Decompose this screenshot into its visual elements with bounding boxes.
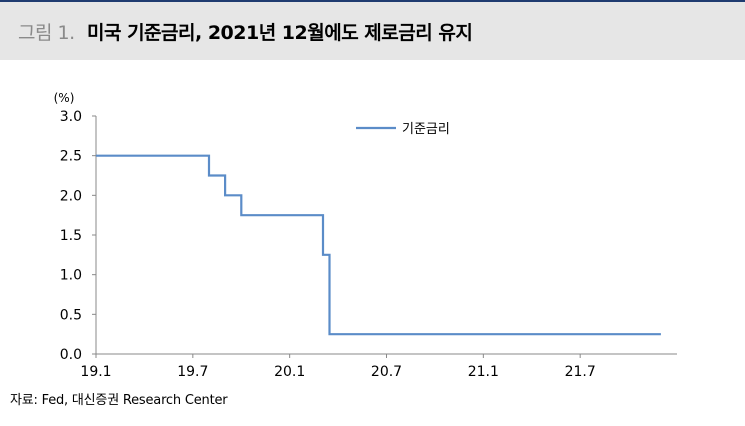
y-tick-label: 1.5 — [60, 228, 82, 244]
rate-chart: 0.0 0.5 1.0 1.5 2.0 2.5 3.0 (%) 19.1 19.7 20.1 20.7… — [54, 91, 677, 380]
y-tick-label: 0.5 — [60, 307, 82, 323]
legend-label: 기준금리 — [402, 122, 450, 137]
x-tick-label: 19.1 — [80, 364, 111, 380]
series-line-0 — [96, 154, 661, 336]
y-tick-label: 3.0 — [60, 109, 82, 125]
y-tick-label: 1.0 — [60, 268, 82, 284]
x-tick-label: 19.7 — [177, 364, 208, 380]
source-note: 자료: Fed, 대신증권 Research Center — [10, 393, 228, 408]
chart-axes: 0.0 0.5 1.0 1.5 2.0 2.5 3.0 (%) 19.1 19.7 20.1 20.7… — [54, 91, 677, 380]
y-tick-label: 2.0 — [60, 188, 82, 204]
x-tick-label: 20.7 — [371, 364, 402, 380]
figure-header: 그림 1. 미국 기준금리, 2021년 12월에도 제로금리 유지 — [0, 0, 745, 60]
y-tick-label: 0.0 — [60, 347, 82, 363]
y-tick-label: 2.5 — [60, 149, 82, 165]
chart-area: 0.0 0.5 1.0 1.5 2.0 2.5 3.0 (%) 19.1 19.7 20.1 20.7… — [0, 60, 745, 389]
y-axis-label: (%) — [54, 91, 75, 105]
x-tick-label: 21.7 — [565, 364, 596, 380]
chart-plot — [96, 154, 661, 336]
x-tick-label: 20.1 — [274, 364, 305, 380]
chart-legend: 기준금리 — [356, 122, 450, 137]
x-tick-label: 21.1 — [468, 364, 499, 380]
figure-number: 그림 1. — [18, 22, 75, 44]
figure-title: 미국 기준금리, 2021년 12월에도 제로금리 유지 — [87, 22, 473, 44]
